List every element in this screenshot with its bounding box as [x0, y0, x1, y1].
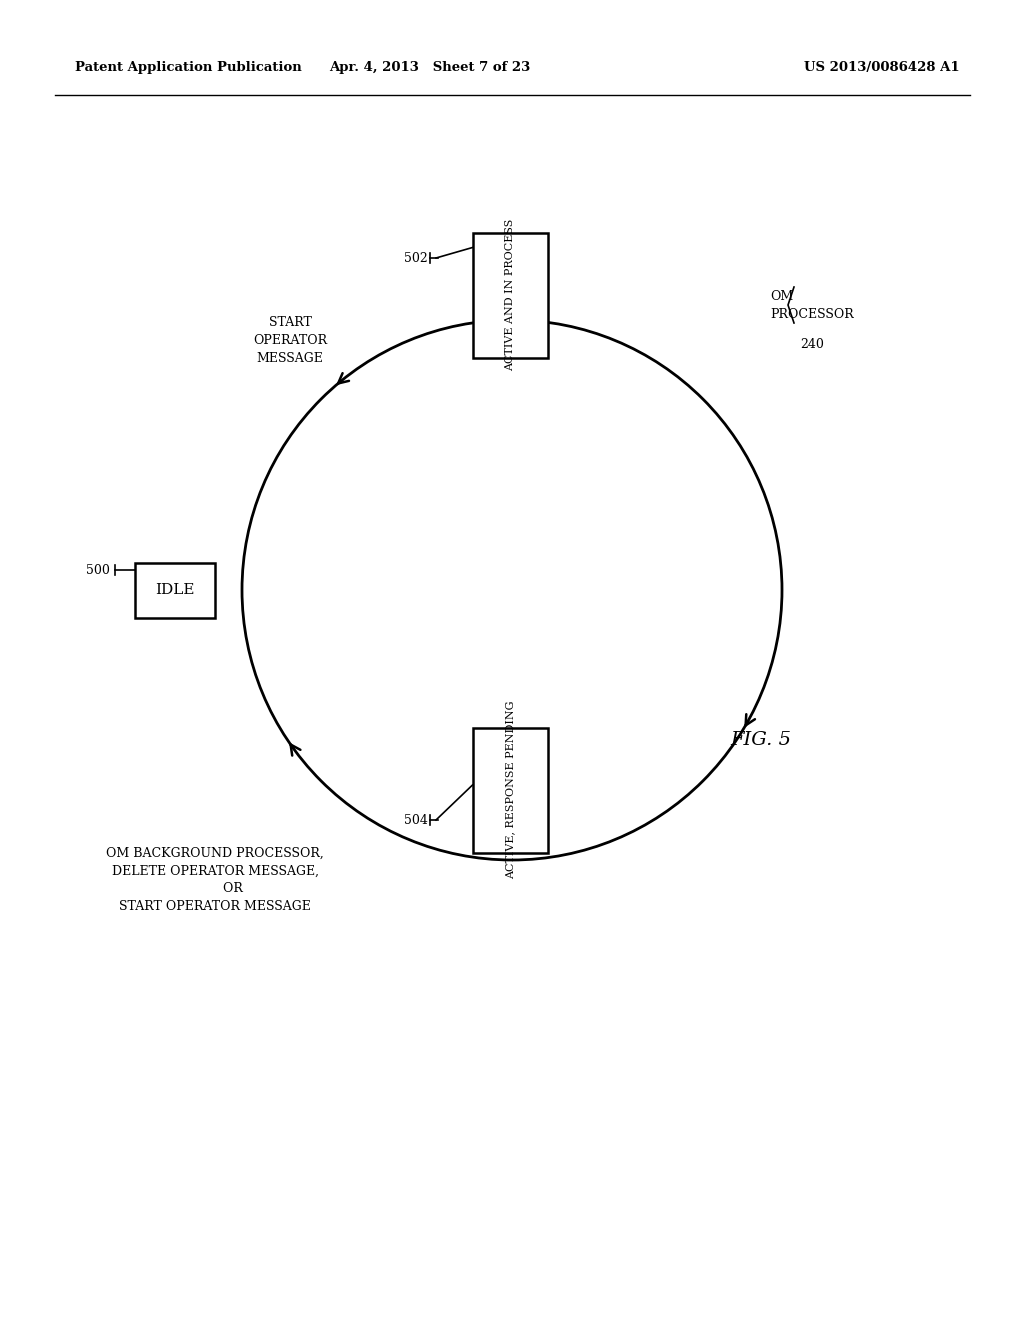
- Text: 500: 500: [86, 564, 110, 577]
- Text: IDLE: IDLE: [156, 583, 195, 597]
- Text: Apr. 4, 2013   Sheet 7 of 23: Apr. 4, 2013 Sheet 7 of 23: [330, 62, 530, 74]
- Text: US 2013/0086428 A1: US 2013/0086428 A1: [805, 62, 961, 74]
- FancyBboxPatch shape: [472, 727, 548, 853]
- Text: 504: 504: [404, 813, 428, 826]
- Text: FIG. 5: FIG. 5: [730, 731, 791, 748]
- Text: 502: 502: [404, 252, 428, 264]
- FancyBboxPatch shape: [135, 562, 215, 618]
- Text: OM
PROCESSOR: OM PROCESSOR: [770, 289, 854, 321]
- Text: 240: 240: [800, 338, 824, 351]
- Text: OM BACKGROUND PROCESSOR,
DELETE OPERATOR MESSAGE,
         OR
START OPERATOR MES: OM BACKGROUND PROCESSOR, DELETE OPERATOR…: [106, 846, 324, 913]
- FancyBboxPatch shape: [472, 232, 548, 358]
- Text: ACTIVE, RESPONSE PENDING: ACTIVE, RESPONSE PENDING: [505, 701, 515, 879]
- Text: START
OPERATOR
MESSAGE: START OPERATOR MESSAGE: [253, 315, 327, 364]
- Text: Patent Application Publication: Patent Application Publication: [75, 62, 302, 74]
- Text: ACTIVE AND IN PROCESS: ACTIVE AND IN PROCESS: [505, 219, 515, 371]
